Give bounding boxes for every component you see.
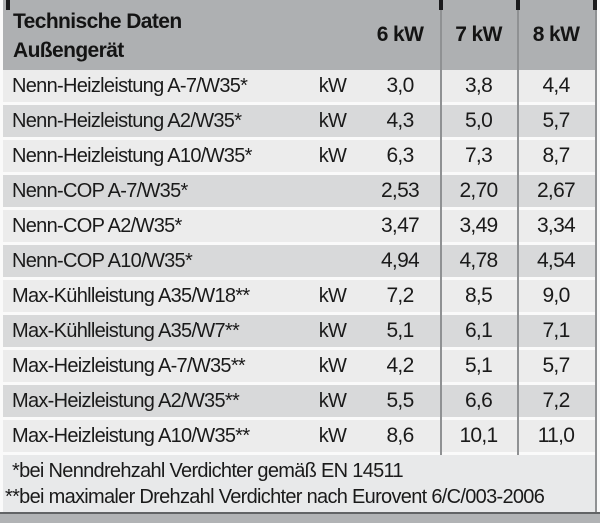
row-label: Nenn-COP A-7/W35* <box>12 179 188 202</box>
value-6kw: 5,5 <box>386 389 414 412</box>
value-6kw: 3,47 <box>380 214 420 237</box>
row-label: Max-Heizleistung A-7/W35** <box>12 354 246 377</box>
table-row: Max-Kühlleistung A35/W7** kW 5,1 6,1 7,1 <box>3 315 595 350</box>
value-8kw: 3,34 <box>536 214 576 237</box>
footnotes: *bei Nenndrehzahl Verdichter gemäß EN 14… <box>3 455 595 512</box>
value-8kw: 5,7 <box>542 109 570 132</box>
row-label: Max-Heizleistung A2/W35** <box>12 389 240 412</box>
row-label: Nenn-COP A2/W35* <box>12 214 182 237</box>
column-divider-1 <box>440 0 442 455</box>
table-row: Max-Kühlleistung A35/W18** kW 7,2 8,5 9,… <box>3 280 595 315</box>
value-7kw: 8,5 <box>464 284 493 307</box>
value-7kw: 7,3 <box>464 144 493 167</box>
table-title: Technische Daten Außengerät <box>3 0 360 70</box>
column-header-7kw: 7 kW <box>455 23 502 46</box>
top-tick-right <box>593 0 597 10</box>
table-row: Nenn-Heizleistung A10/W35* kW 6,3 7,3 8,… <box>3 140 595 175</box>
value-7kw: 5,1 <box>464 354 493 377</box>
column-header-6kw: 6 kW <box>376 23 424 46</box>
value-7kw: 5,0 <box>464 109 493 132</box>
row-unit: kW <box>318 74 347 97</box>
table-row: Max-Heizleistung A10/W35** kW 8,6 10,1 1… <box>3 420 595 455</box>
row-unit <box>305 245 360 277</box>
table-row: Nenn-Heizleistung A-7/W35* kW 3,0 3,8 4,… <box>3 70 595 105</box>
value-7kw: 2,70 <box>459 179 498 202</box>
top-tick-divider-2 <box>516 0 520 10</box>
table-row: Nenn-COP A10/W35* 4,94 4,78 4,54 <box>3 245 595 280</box>
value-6kw: 8,6 <box>386 424 414 447</box>
value-6kw: 5,1 <box>386 319 414 342</box>
value-8kw: 7,2 <box>542 389 570 412</box>
value-8kw: 5,7 <box>542 354 570 377</box>
table-row: Max-Heizleistung A2/W35** kW 5,5 6,6 7,2 <box>3 385 595 420</box>
table-row: Max-Heizleistung A-7/W35** kW 4,2 5,1 5,… <box>3 350 595 385</box>
row-unit: kW <box>318 319 347 342</box>
row-unit: kW <box>318 389 347 412</box>
footnote-1: *bei Nenndrehzahl Verdichter gemäß EN 14… <box>12 460 404 482</box>
table-title-line2: Außengerät <box>13 39 124 62</box>
value-6kw: 2,53 <box>380 179 420 202</box>
value-7kw: 6,1 <box>464 319 493 342</box>
value-6kw: 4,3 <box>386 109 414 132</box>
value-6kw: 7,2 <box>386 284 414 307</box>
table-row: Nenn-COP A-7/W35* 2,53 2,70 2,67 <box>3 175 595 210</box>
table-title-line1: Technische Daten <box>13 10 182 33</box>
value-8kw: 8,7 <box>542 144 570 167</box>
value-6kw: 6,3 <box>386 144 414 167</box>
top-tick-left <box>6 0 10 10</box>
value-7kw: 6,6 <box>464 389 493 412</box>
row-label: Max-Kühlleistung A35/W7** <box>12 319 240 342</box>
row-unit: kW <box>318 354 347 377</box>
table-header-row: Technische Daten Außengerät 6 kW 7 kW 8 … <box>3 0 595 70</box>
top-tick-divider-1 <box>439 0 443 10</box>
table-bottom-edge <box>0 512 600 523</box>
value-7kw: 3,8 <box>464 74 493 97</box>
row-unit: kW <box>318 284 347 307</box>
table-row: Nenn-Heizleistung A2/W35* kW 4,3 5,0 5,7 <box>3 105 595 140</box>
value-6kw: 4,2 <box>386 354 414 377</box>
column-header-8kw: 8 kW <box>532 23 580 46</box>
row-label: Nenn-Heizleistung A10/W35* <box>12 144 252 167</box>
value-8kw: 4,4 <box>542 74 570 97</box>
value-8kw: 11,0 <box>537 424 575 447</box>
value-7kw: 4,78 <box>459 249 498 272</box>
row-label: Nenn-Heizleistung A2/W35* <box>12 109 242 132</box>
value-7kw: 10,1 <box>459 424 498 447</box>
value-8kw: 4,54 <box>536 249 576 272</box>
row-label: Nenn-COP A10/W35* <box>12 249 193 272</box>
table-rows: Nenn-Heizleistung A-7/W35* kW 3,0 3,8 4,… <box>3 70 595 455</box>
value-8kw: 2,67 <box>536 179 576 202</box>
value-6kw: 3,0 <box>386 74 414 97</box>
footnote-2: **bei maximaler Drehzahl Verdichter nach… <box>5 486 545 508</box>
value-7kw: 3,49 <box>459 214 498 237</box>
row-unit: kW <box>318 109 347 132</box>
row-label: Max-Kühlleistung A35/W18** <box>12 284 250 307</box>
column-divider-2 <box>517 0 519 455</box>
value-8kw: 7,1 <box>542 319 570 342</box>
spec-table: Technische Daten Außengerät 6 kW 7 kW 8 … <box>3 0 597 512</box>
row-label: Max-Heizleistung A10/W35** <box>12 424 250 447</box>
value-6kw: 4,94 <box>380 249 420 272</box>
row-unit <box>305 175 360 207</box>
row-unit: kW <box>318 144 347 167</box>
table-row: Nenn-COP A2/W35* 3,47 3,49 3,34 <box>3 210 595 245</box>
row-label: Nenn-Heizleistung A-7/W35* <box>12 74 248 97</box>
row-unit: kW <box>318 424 347 447</box>
row-unit <box>305 210 360 242</box>
value-8kw: 9,0 <box>542 284 570 307</box>
